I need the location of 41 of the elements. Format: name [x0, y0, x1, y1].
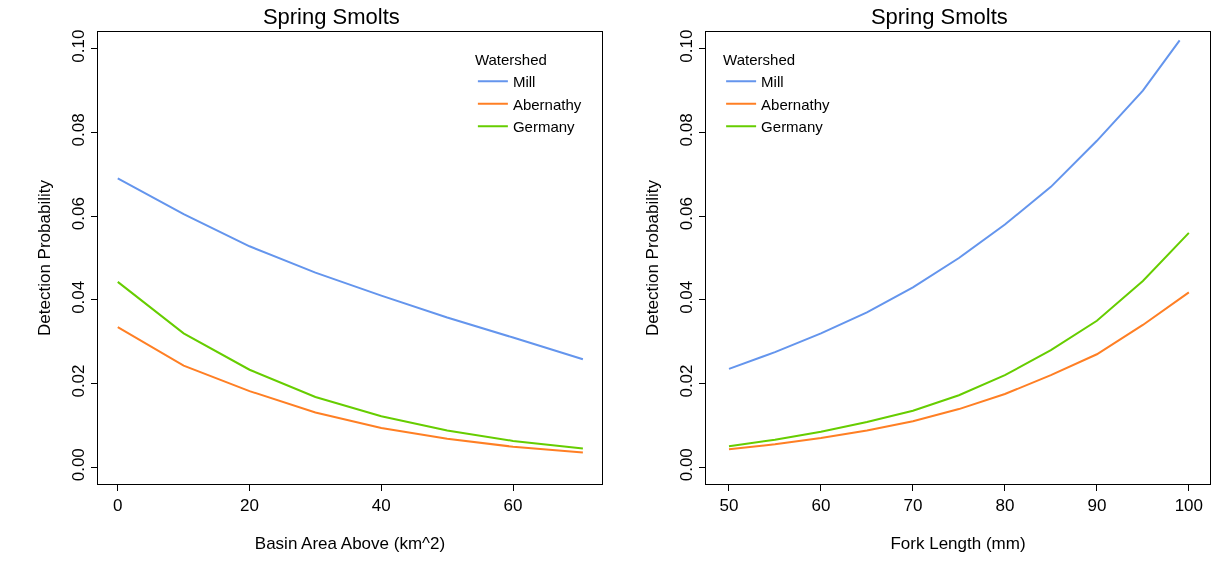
y-tick-label: 0.06 [677, 197, 697, 231]
x-axis-title: Basin Area Above (km^2) [254, 533, 446, 553]
y-tick-label: 0.02 [69, 364, 89, 398]
x-tick-label: 70 [903, 496, 923, 516]
line-series [727, 231, 1190, 448]
x-tick-label: 50 [719, 496, 739, 516]
line-series [727, 291, 1190, 451]
y-tick-label: 0.08 [69, 113, 89, 147]
x-tick-label: 60 [503, 496, 523, 516]
x-axis-title: Fork Length (mm) [890, 533, 1026, 553]
y-tick-label: 0.00 [69, 448, 89, 482]
y-tick-label: 0.06 [69, 197, 89, 231]
y-tick-label: 0.10 [69, 29, 89, 63]
y-tick-label: 0.08 [677, 113, 697, 147]
y-tick-label: 0.10 [677, 29, 697, 63]
y-tick-label: 0.04 [677, 280, 697, 314]
line-series [116, 326, 584, 454]
x-tick-label: 20 [240, 496, 259, 516]
y-tick-label: 0.00 [677, 448, 697, 482]
chart-title: Spring Smolts [870, 3, 1008, 29]
x-tick-label: 40 [371, 496, 391, 516]
line-series [116, 280, 584, 450]
legend-label: Germany [512, 118, 576, 136]
legend-title: Watershed [474, 51, 547, 69]
x-tick-label: 100 [1174, 496, 1204, 516]
x-tick-label: 90 [1087, 496, 1107, 516]
y-axis-title: Detection Probability [34, 179, 54, 336]
legend-label: Abernathy [761, 95, 830, 113]
legend-label: Mill [761, 73, 784, 91]
legend-label: Abernathy [512, 95, 582, 113]
legend-title: Watershed [723, 51, 796, 69]
chart-title: Spring Smolts [262, 3, 400, 29]
x-tick-label: 0 [113, 496, 123, 516]
y-axis-title: Detection Probability [642, 179, 662, 336]
line-series [116, 177, 584, 361]
legend-label: Germany [761, 118, 824, 136]
y-tick-label: 0.04 [69, 280, 89, 314]
x-tick-label: 60 [811, 496, 831, 516]
legend-label: Mill [512, 73, 536, 91]
y-tick-label: 0.02 [677, 364, 697, 398]
x-tick-label: 80 [995, 496, 1015, 516]
